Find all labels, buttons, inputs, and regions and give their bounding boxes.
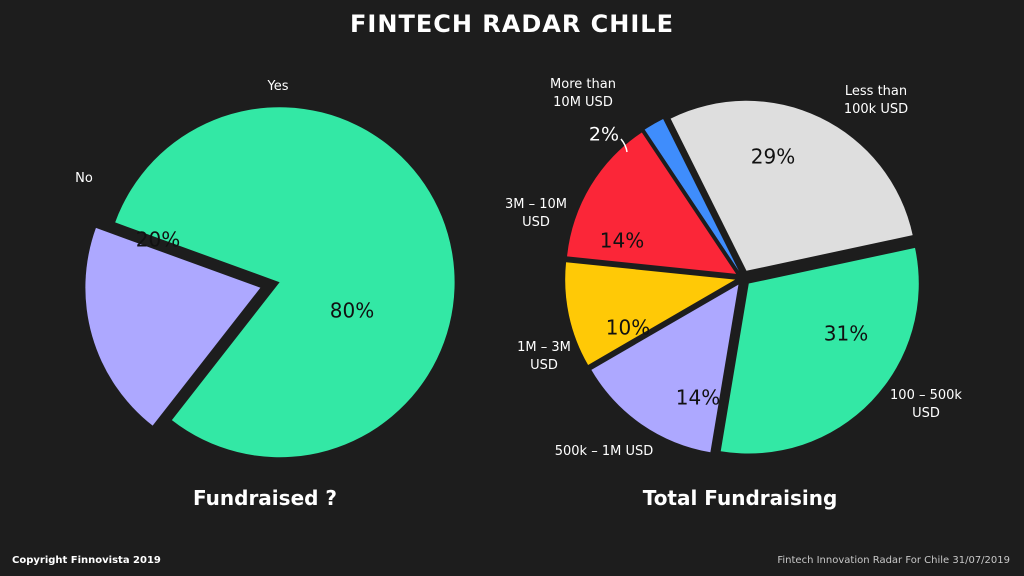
slice-value-label: 31% <box>824 322 868 346</box>
slice-value-label: 10% <box>606 316 650 340</box>
total-fundraising-pie: 29% 31% 14% 10% 14% 2% Less than 100k USD 100 – … <box>505 77 962 459</box>
pie-slice <box>567 132 737 274</box>
pie-slice <box>591 284 739 453</box>
pie-slice <box>670 100 913 271</box>
slice-category-label: 500k – 1M USD <box>555 444 654 459</box>
slice-value-label: 14% <box>600 229 644 253</box>
copyright-text: Copyright Finnovista 2019 <box>12 555 161 566</box>
slice-category-label: Less than 100k USD <box>844 84 908 117</box>
slice-category-label: 1M – 3M USD <box>517 340 571 373</box>
pie-slice <box>644 118 739 272</box>
fundraised-pie: 80% 20% Yes No <box>75 79 455 458</box>
slice-category-label: No <box>75 171 93 186</box>
slice-category-label: Yes <box>267 79 289 94</box>
pie-slice <box>565 262 736 365</box>
slice-category-label: More than 10M USD <box>550 77 616 110</box>
slice-category-label: 3M – 10M USD <box>505 197 567 230</box>
page-title: FINTECH RADAR CHILE <box>350 10 674 38</box>
fundraised-chart-title: Fundraised ? <box>192 486 338 510</box>
total-fundraising-chart-title: Total Fundraising <box>642 486 838 510</box>
leader-line <box>620 138 628 153</box>
slice-value-label: 14% <box>676 386 720 410</box>
slice-category-label: 100 – 500k USD <box>890 388 962 421</box>
slice-value-label: 2% <box>589 124 619 146</box>
slice-value-label: 20% <box>136 228 180 252</box>
pie-slice <box>115 107 455 458</box>
pie-slice <box>85 227 261 426</box>
slice-value-label: 29% <box>751 145 795 169</box>
slice-value-label: 80% <box>330 299 374 323</box>
pie-slice <box>720 247 919 454</box>
source-text: Fintech Innovation Radar For Chile 31/07… <box>777 555 1010 566</box>
